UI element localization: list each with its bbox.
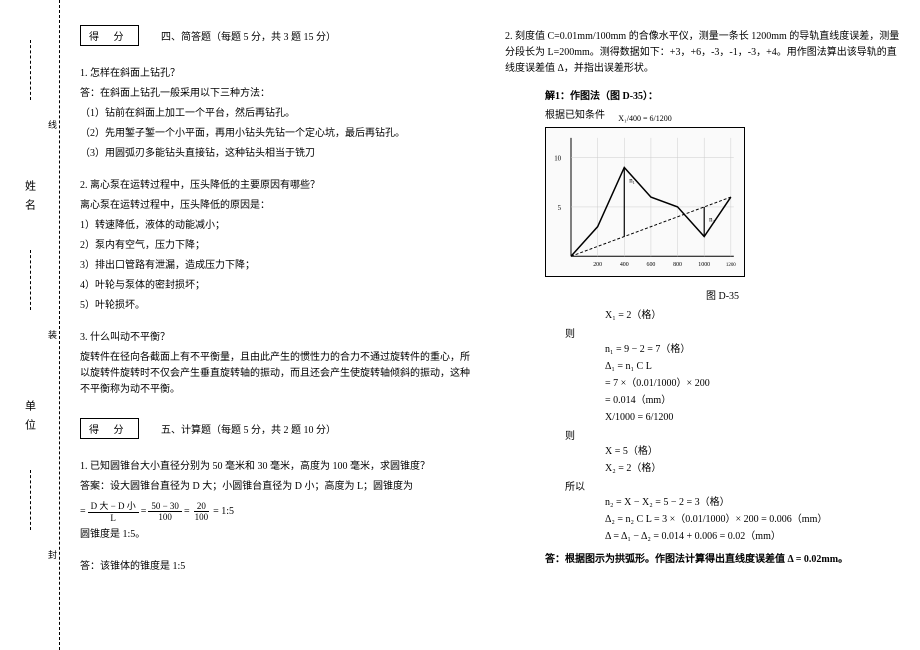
dash xyxy=(30,470,31,530)
margin-word-fit: 装 xyxy=(46,330,59,339)
answer-line: 1）转速降低，液体的动能减小； xyxy=(80,218,475,234)
calc-line: Δ₁ = n₁ C L xyxy=(605,359,900,374)
calc-line: = 0.014（mm） xyxy=(605,393,900,408)
calc-line: Δ₂ = n₂ C L = 3 ×（0.01/1000）× 200 = 0.00… xyxy=(605,512,900,527)
final-answer: 答：根据图示为拱弧形。作图法计算得出直线度误差值 Δ = 0.02mm。 xyxy=(545,550,900,565)
axis-equation: X₁/400 = 6/1200 xyxy=(546,114,744,123)
figure-d35-chart: X₁/400 = 6/1200 10 5 xyxy=(545,127,745,277)
eq-sign: = xyxy=(80,506,86,517)
question-4-3: 3. 什么叫动不平衡？ 旋转件在径向各截面上有不平衡量，且由此产生的惯性力的合力… xyxy=(80,330,475,398)
dash xyxy=(30,250,31,310)
calc-line: n₁ = 9 − 2 = 7（格） xyxy=(605,342,900,357)
calc-label-ze: 则 xyxy=(565,325,900,340)
numerator: 20 xyxy=(194,501,209,512)
denominator: 100 xyxy=(192,512,212,522)
right-column: 2. 刻度值 C=0.01mm/100mm 的合像水平仪，测量一条长 1200m… xyxy=(505,25,900,630)
cone-formula: = D 大 − D 小 L = 50 − 30 100 = 20 100 = 1… xyxy=(80,499,475,523)
fraction: 20 100 xyxy=(192,501,212,522)
fraction: D 大 − D 小 L xyxy=(88,499,139,523)
figure-d35-block: 解1：作图法（图 D-35）： 根据已知条件 X₁/400 = 6/1200 1… xyxy=(545,87,900,565)
margin-label-unit: 单位 xyxy=(22,400,38,438)
calc-line: Δ = Δ₁ − Δ₂ = 0.014 + 0.006 = 0.02（mm） xyxy=(605,529,900,544)
section-5-title: 五、计算题（每题 5 分，共 2 题 10 分） xyxy=(161,421,336,436)
calc-line: = 7 ×（0.01/1000）× 200 xyxy=(605,376,900,391)
svg-text:200: 200 xyxy=(593,262,602,268)
svg-text:1000: 1000 xyxy=(698,262,710,268)
svg-text:n₂: n₂ xyxy=(709,217,715,224)
answer-line: 3）排出口管路有泄漏，造成压力下降； xyxy=(80,258,475,274)
page-content: 得 分 四、简答题（每题 5 分，共 3 题 15 分） 1. 怎样在斜面上钻孔… xyxy=(60,0,920,650)
final-answer: 答：该锥体的锥度是 1:5 xyxy=(80,559,475,575)
answer-line: 答案：设大圆锥台直径为 D 大；小圆锥台直径为 D 小；高度为 L；圆锥度为 xyxy=(80,479,475,495)
margin-word-line: 线 xyxy=(46,120,59,129)
section-5-header: 得 分 五、计算题（每题 5 分，共 2 题 10 分） xyxy=(80,418,475,443)
calc-line: X₁ = 2（格） xyxy=(605,308,900,323)
answer-line: 圆锥度是 1:5。 xyxy=(80,527,475,543)
calc-label-ze2: 则 xyxy=(565,427,900,442)
q-text: 3. 什么叫动不平衡？ xyxy=(80,330,475,346)
answer-line: 离心泵在运转过程中，压头降低的原因是： xyxy=(80,198,475,214)
denominator: 100 xyxy=(155,512,175,522)
calc-line: X₂ = 2（格） xyxy=(605,461,900,476)
chart-svg: 10 5 200 400 600 xyxy=(546,128,744,276)
svg-text:1200: 1200 xyxy=(726,263,736,268)
question-4-1: 1. 怎样在斜面上钻孔？ 答：在斜面上钻孔一般采用以下三种方法： （1）钻前在斜… xyxy=(80,66,475,162)
answer-line: 答：在斜面上钻孔一般采用以下三种方法： xyxy=(80,86,475,102)
left-column: 得 分 四、简答题（每题 5 分，共 3 题 15 分） 1. 怎样在斜面上钻孔… xyxy=(80,25,475,630)
figure-caption: 图 D-35 xyxy=(545,287,900,302)
svg-text:n₁: n₁ xyxy=(629,177,635,184)
svg-text:600: 600 xyxy=(646,262,655,268)
svg-text:5: 5 xyxy=(558,205,562,212)
q-text: 1. 已知圆锥台大小直径分别为 50 毫米和 30 毫米，高度为 100 毫米，… xyxy=(80,459,475,475)
answer-line: （2）先用錾子錾一个小平面，再用小钻头先钻一个定心坑，最后再钻孔。 xyxy=(80,126,475,142)
answer-text: 旋转件在径向各截面上有不平衡量，且由此产生的惯性力的合力不通过旋转件的重心，所以… xyxy=(80,350,475,398)
answer-line: 2）泵内有空气，压力下降； xyxy=(80,238,475,254)
section-4-header: 得 分 四、简答题（每题 5 分，共 3 题 15 分） xyxy=(80,25,475,50)
svg-text:10: 10 xyxy=(554,156,561,163)
figure-method-title: 解1：作图法（图 D-35）： xyxy=(545,87,900,102)
calc-label-suoyi: 所以 xyxy=(565,478,900,493)
eq-sign: = xyxy=(184,506,190,517)
numerator: D 大 − D 小 xyxy=(88,499,139,513)
eq-sign: = xyxy=(141,506,147,517)
answer-line: 4）叶轮与泵体的密封损坏； xyxy=(80,278,475,294)
calc-line: X = 5（格） xyxy=(605,444,900,459)
answer-line: 5）叶轮损坏。 xyxy=(80,298,475,314)
section-4-title: 四、简答题（每题 5 分，共 3 题 15 分） xyxy=(161,28,336,43)
dash xyxy=(30,40,31,100)
question-5-1: 1. 已知圆锥台大小直径分别为 50 毫米和 30 毫米，高度为 100 毫米，… xyxy=(80,459,475,575)
q-text: 2. 离心泵在运转过程中，压头降低的主要原因有哪些？ xyxy=(80,178,475,194)
binding-margin: 线 姓名 装 单位 封 xyxy=(0,0,60,650)
denominator: L xyxy=(107,513,119,523)
margin-word-seal: 封 xyxy=(46,550,59,559)
svg-text:800: 800 xyxy=(673,262,682,268)
question-4-2: 2. 离心泵在运转过程中，压头降低的主要原因有哪些？ 离心泵在运转过程中，压头降… xyxy=(80,178,475,314)
fraction: 50 − 30 100 xyxy=(148,501,182,522)
q-text: 1. 怎样在斜面上钻孔？ xyxy=(80,66,475,82)
score-box: 得 分 xyxy=(80,418,139,439)
calc-line: X/1000 = 6/1200 xyxy=(605,410,900,425)
result: = 1:5 xyxy=(213,506,234,517)
answer-line: （1）钻前在斜面上加工一个平台，然后再钻孔。 xyxy=(80,106,475,122)
score-box: 得 分 xyxy=(80,25,139,46)
margin-label-name: 姓名 xyxy=(22,180,38,218)
numerator: 50 − 30 xyxy=(148,501,182,512)
svg-text:400: 400 xyxy=(620,262,629,268)
question-5-2: 2. 刻度值 C=0.01mm/100mm 的合像水平仪，测量一条长 1200m… xyxy=(505,29,900,77)
calc-line: n₂ = X − X₂ = 5 − 2 = 3（格） xyxy=(605,495,900,510)
answer-line: （3）用圆弧刃多能钻头直接钻，这种钻头相当于铣刀 xyxy=(80,146,475,162)
